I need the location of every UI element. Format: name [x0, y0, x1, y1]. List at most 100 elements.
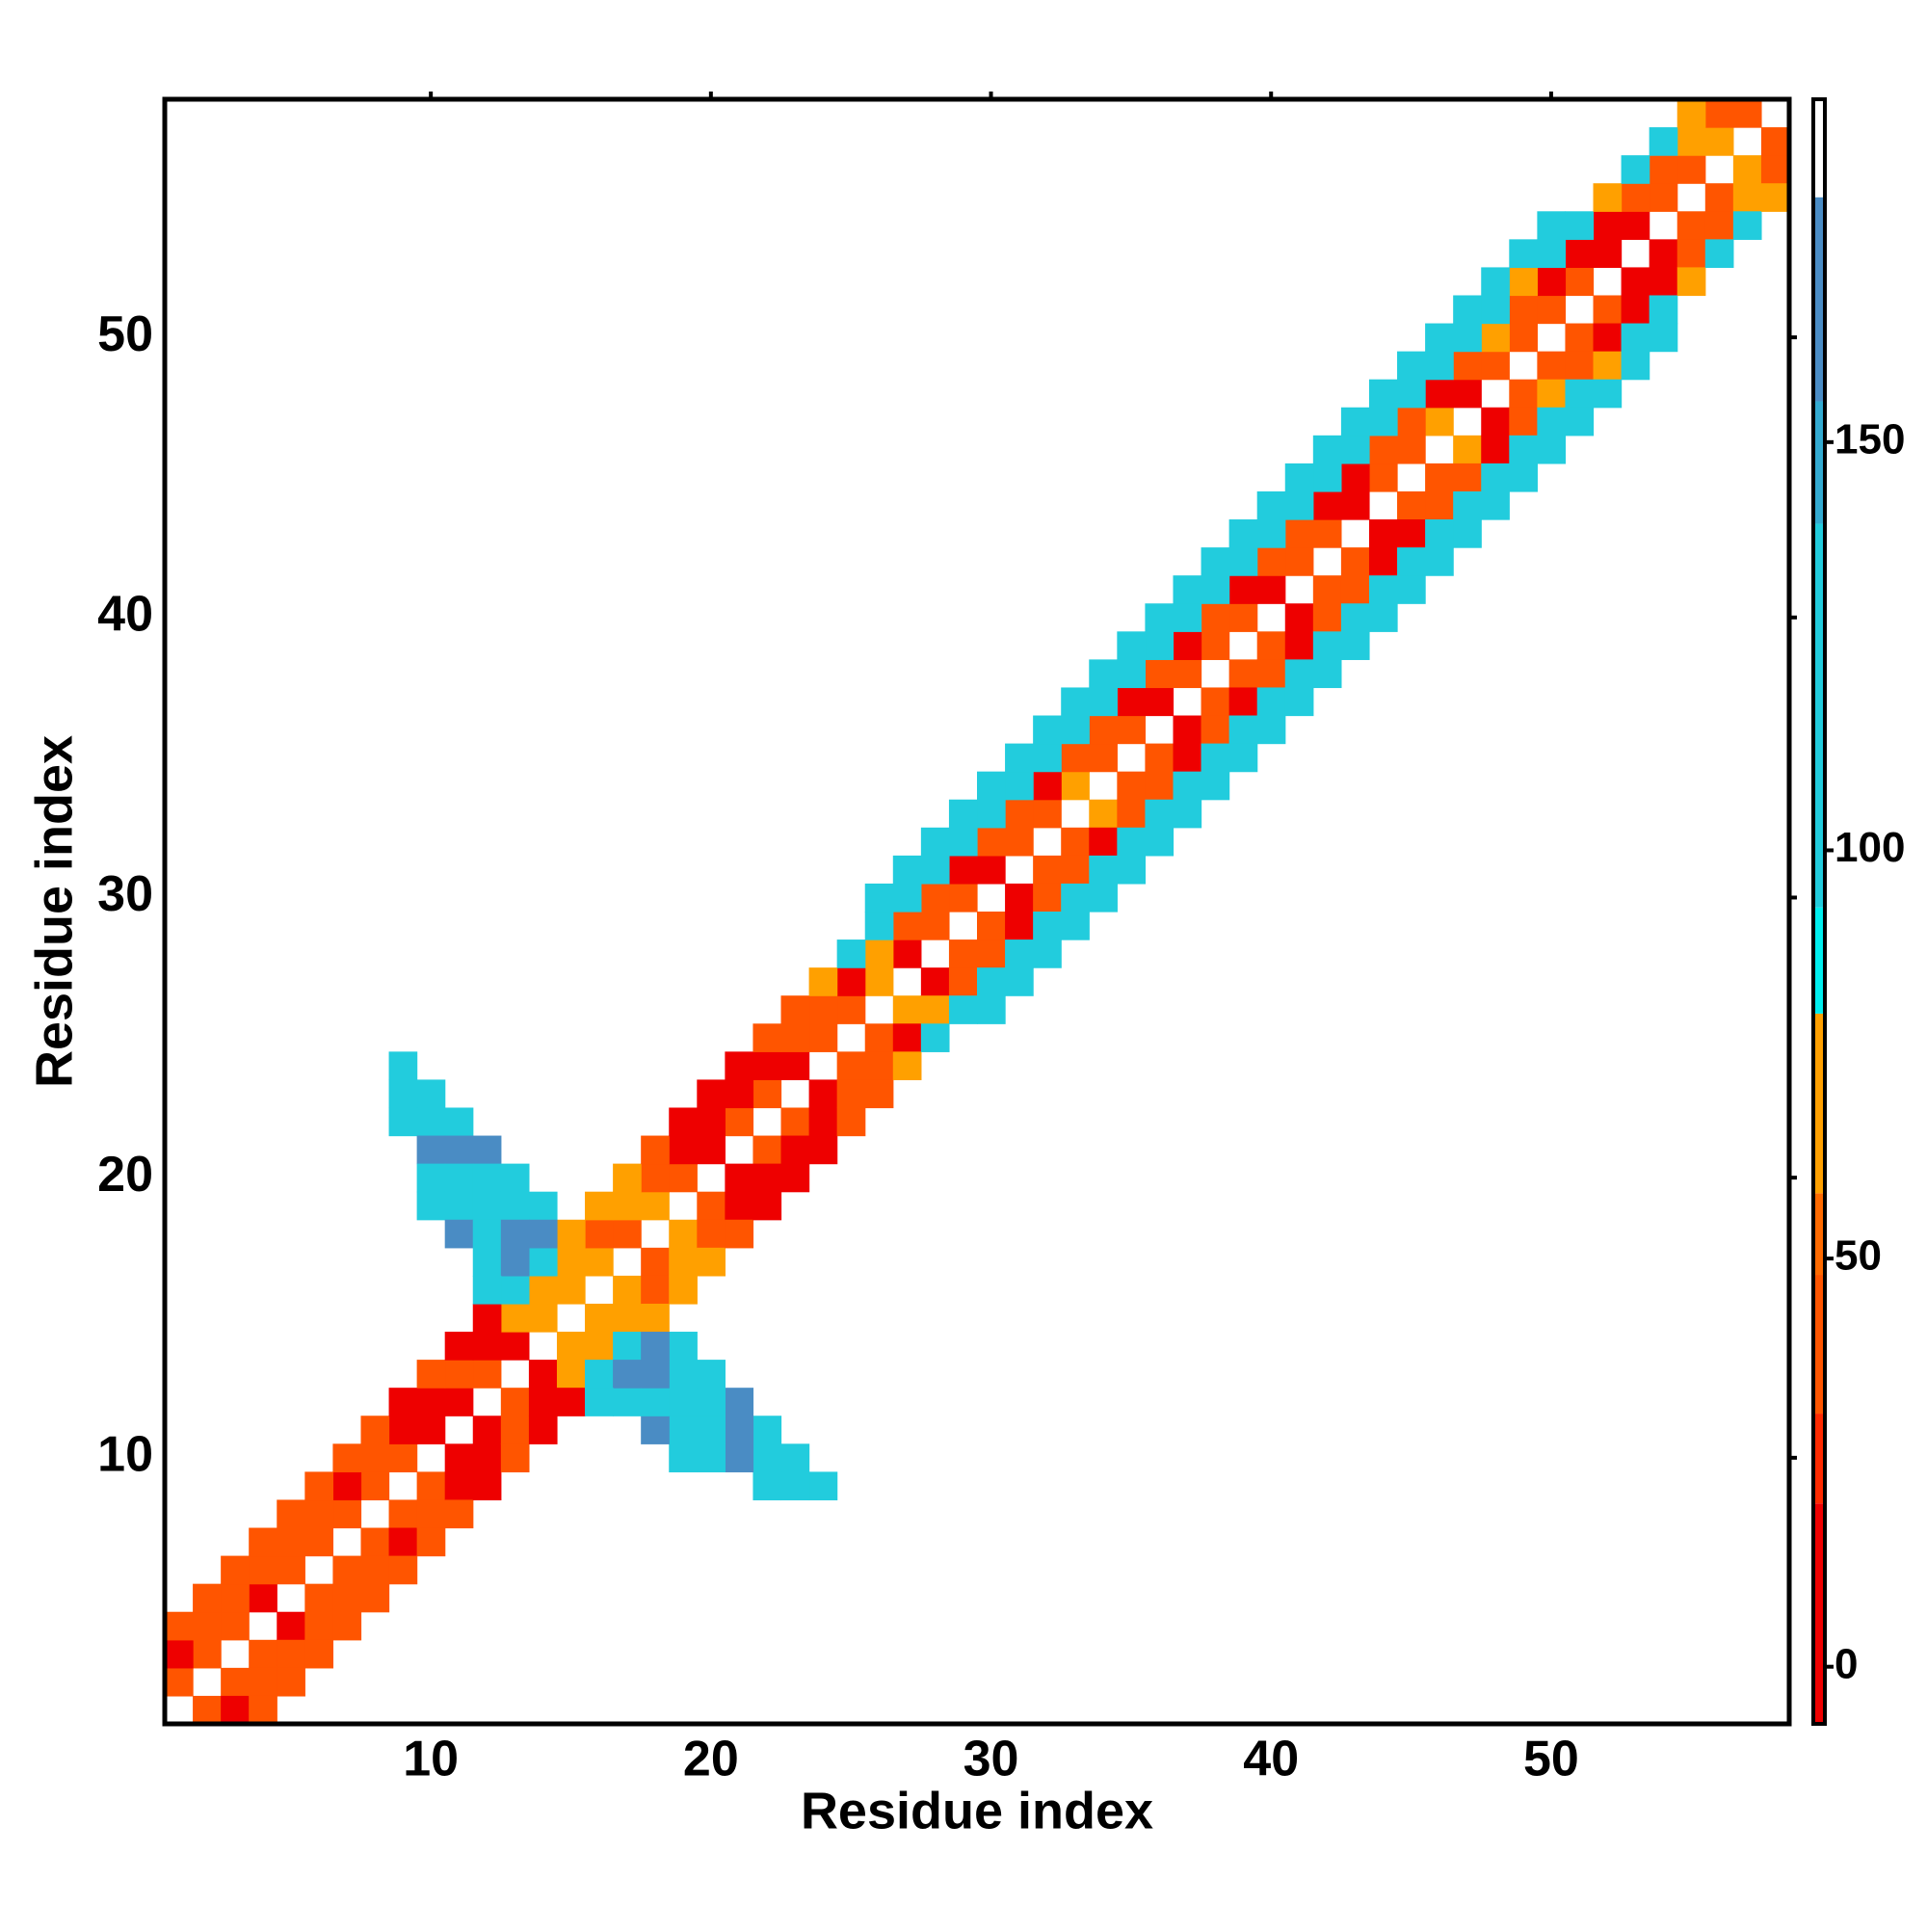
heat-cell: [1228, 743, 1258, 773]
heat-cell: [388, 1499, 418, 1529]
heat-cell: [1453, 323, 1482, 353]
heat-cell: [836, 940, 866, 968]
heat-cell: [500, 1219, 530, 1249]
heat-cell: [249, 1695, 277, 1725]
heat-cell: [1621, 267, 1650, 297]
heat-cell: [1425, 323, 1454, 353]
heat-cell: [416, 1135, 446, 1165]
heat-cell: [1453, 295, 1482, 325]
heat-cell: [1005, 883, 1034, 913]
heat-cell: [613, 1275, 642, 1305]
colorbar-tick-label: 150: [1835, 415, 1905, 463]
heat-cell: [1033, 912, 1062, 940]
heat-cell: [892, 1023, 922, 1052]
heat-cell: [1621, 155, 1650, 184]
heat-cell: [1228, 519, 1258, 548]
heat-cell: [1509, 267, 1538, 297]
heat-cell: [1312, 463, 1342, 492]
heat-cell: [528, 1247, 558, 1277]
heat-cell: [1033, 715, 1062, 745]
heat-cell: [780, 1135, 810, 1165]
heat-cell: [1509, 379, 1538, 409]
heat-cell: [1425, 407, 1454, 437]
heat-cell: [780, 1051, 810, 1081]
x-axis-title: Residue index: [801, 1782, 1153, 1839]
heat-cell: [1537, 407, 1567, 437]
heat-cell: [500, 1388, 530, 1416]
heat-cell: [165, 1611, 194, 1641]
heat-cell: [556, 1332, 586, 1361]
heat-cell: [641, 1135, 670, 1165]
heat-cell: [332, 1471, 362, 1501]
heat-cell: [388, 1443, 418, 1472]
heat-cell: [277, 1639, 305, 1669]
heat-cell: [697, 1107, 726, 1137]
heat-cell: [1565, 351, 1595, 381]
heat-cell: [808, 1471, 838, 1501]
heat-cell: [332, 1443, 362, 1472]
colorbar-band: [1813, 99, 1825, 198]
heat-cell: [304, 1499, 334, 1529]
heat-cell: [1256, 490, 1286, 520]
heat-cell: [1117, 799, 1147, 829]
heat-cell: [1340, 435, 1370, 464]
heat-cell: [388, 1107, 418, 1137]
heat-cell: [528, 1219, 558, 1249]
heat-cell: [752, 1023, 782, 1052]
heat-cell: [585, 1332, 614, 1361]
heat-cell: [249, 1667, 277, 1697]
heat-cell: [1676, 99, 1706, 128]
heat-cell: [808, 995, 838, 1024]
heat-cell: [725, 1219, 754, 1249]
heat-cell: [1732, 155, 1762, 184]
heat-cell: [1005, 743, 1034, 773]
heat-cell: [613, 1303, 642, 1333]
heat-cell: [556, 1275, 586, 1305]
heat-cell: [1284, 490, 1314, 520]
heat-cell: [1704, 127, 1734, 156]
heat-cell: [864, 912, 894, 940]
heat-cell: [1228, 603, 1258, 632]
heat-cell: [1117, 687, 1147, 717]
heat-cell: [1565, 211, 1595, 240]
heat-cell: [304, 1471, 334, 1501]
heat-cell: [752, 1471, 782, 1501]
heat-cell: [725, 1388, 754, 1416]
heat-cell: [697, 1388, 726, 1416]
heat-cell: [416, 1107, 446, 1137]
heat-cell: [1145, 771, 1175, 801]
colorbar-band: [1813, 523, 1825, 908]
heat-cell: [1201, 631, 1230, 660]
heat-cell: [1173, 575, 1202, 604]
heat-cell: [948, 799, 978, 829]
heat-cell: [388, 1388, 418, 1416]
heat-cell: [948, 883, 978, 913]
x-tick-label: 10: [403, 1732, 459, 1787]
heat-cell: [444, 1471, 474, 1501]
heat-cell: [1173, 659, 1202, 689]
heat-cell: [920, 1023, 950, 1052]
heat-cell: [1256, 631, 1286, 660]
heat-cell: [500, 1163, 530, 1193]
colorbar-band: [1813, 197, 1825, 402]
heat-cell: [725, 1107, 754, 1137]
heat-cell: [1732, 183, 1762, 212]
heat-cell: [1145, 827, 1175, 857]
heat-cell: [332, 1611, 362, 1641]
heat-cell: [1649, 183, 1678, 212]
heat-cell: [1061, 771, 1090, 801]
heat-cell: [752, 1191, 782, 1221]
heat-cell: [1676, 155, 1706, 184]
heat-cell: [752, 1135, 782, 1165]
heat-cell: [165, 1639, 194, 1669]
heat-cell: [1061, 883, 1090, 913]
heat-cell: [472, 1443, 502, 1472]
heat-cell: [1537, 295, 1567, 325]
heat-cell: [1368, 575, 1398, 604]
heat-cell: [304, 1583, 334, 1613]
heat-cell: [864, 1023, 894, 1052]
heat-cell: [948, 940, 978, 968]
heat-cell: [1228, 575, 1258, 604]
heat-cell: [1621, 183, 1650, 212]
